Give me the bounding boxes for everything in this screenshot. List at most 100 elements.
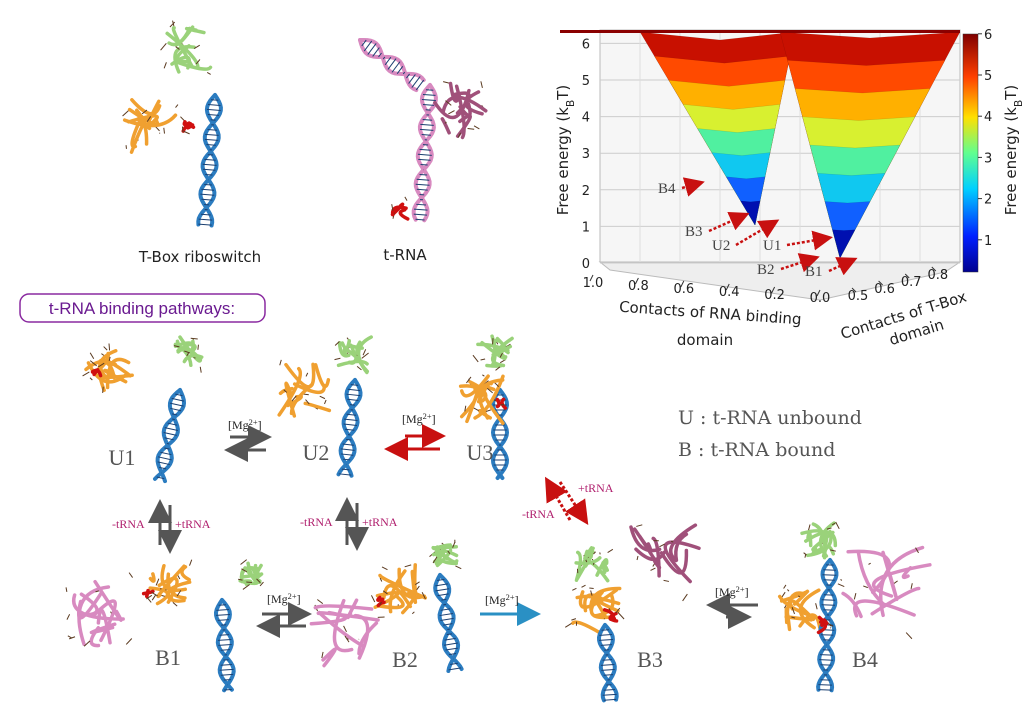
base-pair bbox=[821, 599, 836, 601]
base bbox=[455, 565, 462, 570]
mg-label-part: ] bbox=[515, 593, 519, 607]
base bbox=[83, 640, 91, 647]
loop bbox=[376, 595, 385, 603]
base bbox=[242, 584, 250, 590]
base-pair bbox=[415, 183, 430, 186]
base-pair bbox=[198, 223, 212, 226]
colorbar-tick-label: 6 bbox=[984, 28, 992, 43]
loop bbox=[148, 572, 156, 583]
base bbox=[863, 585, 868, 589]
base-pair bbox=[416, 178, 430, 181]
base-pair bbox=[602, 659, 613, 661]
base bbox=[172, 20, 175, 27]
base bbox=[411, 611, 415, 615]
base-pair bbox=[220, 673, 234, 676]
mg-label-part: [Mg bbox=[228, 418, 249, 432]
base bbox=[445, 100, 452, 106]
mg-label: [Mg2+] bbox=[228, 418, 262, 433]
base bbox=[565, 623, 572, 628]
strand bbox=[358, 38, 426, 82]
base bbox=[370, 595, 376, 603]
base bbox=[494, 382, 500, 388]
base bbox=[382, 590, 388, 595]
trna-label: +tRNA bbox=[578, 481, 614, 495]
x-tick-label: 0.6 bbox=[673, 282, 694, 297]
base bbox=[590, 590, 593, 596]
base-pair bbox=[443, 623, 453, 626]
z-axis-label-part: T) bbox=[554, 85, 572, 101]
loop bbox=[593, 593, 615, 618]
base bbox=[650, 567, 656, 571]
base-pair bbox=[216, 614, 230, 616]
base bbox=[305, 372, 309, 377]
base bbox=[404, 564, 412, 568]
arrows bbox=[148, 424, 758, 638]
base-pair bbox=[396, 65, 404, 75]
loop bbox=[853, 599, 916, 618]
base bbox=[617, 612, 625, 620]
base-pair bbox=[415, 218, 425, 221]
base-pair bbox=[391, 61, 401, 73]
base-pair bbox=[171, 397, 185, 402]
base bbox=[636, 524, 643, 527]
state-label: B3 bbox=[685, 224, 703, 240]
loop bbox=[71, 593, 125, 621]
base-pair bbox=[202, 163, 217, 166]
base bbox=[128, 572, 134, 578]
z-tick-label: 4 bbox=[582, 111, 590, 126]
loop bbox=[460, 374, 490, 398]
base-pair bbox=[599, 634, 612, 636]
x-axis-label: domain bbox=[677, 331, 733, 349]
trna-label: +tRNA bbox=[362, 515, 398, 529]
base bbox=[169, 21, 176, 28]
loop bbox=[84, 359, 116, 380]
z-axis-label: Free energy (kBT) bbox=[554, 85, 577, 215]
base bbox=[636, 555, 639, 561]
base-pair bbox=[440, 608, 451, 611]
colorbar-tick-label: 3 bbox=[984, 151, 992, 166]
surface bbox=[740, 200, 761, 226]
state-label: B4 bbox=[852, 647, 878, 672]
mg-label-part: [Mg bbox=[485, 593, 506, 607]
loop bbox=[332, 598, 354, 653]
base-pair bbox=[346, 413, 357, 416]
loop bbox=[500, 397, 508, 410]
loop bbox=[378, 573, 427, 600]
base-pair bbox=[603, 698, 617, 701]
base bbox=[915, 547, 919, 554]
base-pair bbox=[441, 598, 447, 601]
base bbox=[238, 578, 243, 581]
loop bbox=[398, 208, 410, 221]
loop bbox=[588, 593, 607, 618]
base bbox=[480, 358, 486, 361]
base bbox=[199, 366, 202, 373]
base-pair bbox=[420, 123, 434, 126]
base-pair bbox=[818, 684, 832, 686]
loop bbox=[401, 591, 416, 615]
base-pair bbox=[167, 422, 178, 426]
base-pair bbox=[217, 619, 229, 621]
trna-label: -tRNA bbox=[300, 515, 333, 529]
loop bbox=[277, 366, 303, 417]
pointer bbox=[780, 253, 820, 273]
loop bbox=[251, 563, 258, 575]
loop bbox=[76, 590, 104, 620]
base bbox=[163, 62, 167, 69]
base-pair bbox=[163, 431, 177, 436]
base bbox=[291, 395, 297, 402]
mg-label-part: 2+ bbox=[506, 593, 515, 602]
base bbox=[807, 524, 811, 531]
loop bbox=[130, 114, 144, 149]
base bbox=[472, 354, 479, 363]
strand bbox=[338, 378, 360, 478]
loop bbox=[353, 613, 370, 660]
base-pair bbox=[205, 133, 219, 136]
loop bbox=[89, 622, 117, 635]
state-label: U3 bbox=[467, 440, 494, 465]
base-pair bbox=[445, 647, 458, 651]
base bbox=[473, 125, 480, 130]
base bbox=[379, 577, 383, 582]
base bbox=[791, 606, 795, 615]
base bbox=[663, 579, 670, 582]
base bbox=[141, 109, 148, 115]
